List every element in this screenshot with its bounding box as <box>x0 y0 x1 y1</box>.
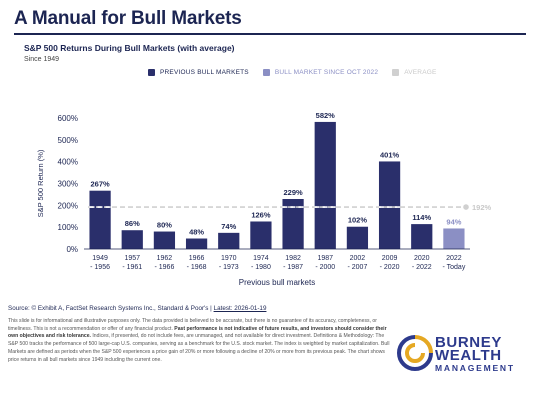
bar <box>346 226 369 249</box>
legend-average: AVERAGE <box>392 69 436 76</box>
y-axis-label: S&P 500 Return (%) <box>36 149 45 217</box>
disclaimer-part-1: This slide is for informational and illu… <box>8 318 377 332</box>
average-marker <box>463 204 469 210</box>
bar <box>250 221 272 249</box>
bar <box>89 190 111 249</box>
x-tick-label-start: 1974 <box>253 255 269 262</box>
bar-value-label: 126% <box>251 210 271 219</box>
bar-value-label: 582% <box>316 111 336 120</box>
x-tick-label-end: - 2007 <box>347 264 367 271</box>
legend-swatch-previous <box>148 69 155 76</box>
source-date-link[interactable]: Latest: 2026-01-19 <box>213 305 267 312</box>
x-tick-label-start: 1957 <box>124 255 140 262</box>
source-line: Source: © Exhibit A, FactSet Research Sy… <box>8 305 392 312</box>
x-tick-label-end: - 1961 <box>122 264 142 271</box>
x-tick-label-end: - 2020 <box>380 264 400 271</box>
x-tick-label-end: - 2000 <box>315 264 335 271</box>
x-tick-label-end: - 2022 <box>412 264 432 271</box>
chart-legend: PREVIOUS BULL MARKETS BULL MARKET SINCE … <box>148 69 451 76</box>
y-tick-label: 600% <box>58 114 78 123</box>
bar <box>411 224 433 249</box>
disclaimer-bold: Past performance is not indicative of fu… <box>8 325 387 340</box>
y-tick-label: 400% <box>58 158 78 167</box>
bar-value-label: 94% <box>446 217 461 226</box>
bar <box>218 232 240 249</box>
x-tick-label-end: - Today <box>442 264 465 271</box>
x-tick-label-end: - 1966 <box>154 264 174 271</box>
bar <box>121 230 143 249</box>
x-tick-label-start: 1987 <box>317 255 333 262</box>
bar-chart: 0% 100% 200% 300% 400% 500% 600% S&P 500 Return… <box>36 111 492 287</box>
x-tick-label-start: 1962 <box>157 255 173 262</box>
x-tick-label-end: - 1956 <box>90 264 110 271</box>
x-tick-label-start: 1982 <box>285 255 301 262</box>
y-tick-label: 300% <box>58 180 78 189</box>
disclaimer: This slide is for informational and illu… <box>8 318 392 364</box>
legend-swatch-current <box>262 69 270 76</box>
x-tick-label-end: - 1973 <box>219 264 239 271</box>
bar-value-label: 80% <box>157 221 172 230</box>
since-label: Since 1949 <box>24 56 60 63</box>
logo-word-wealth: WEALTH <box>435 347 502 364</box>
logo-mark-icon <box>397 335 433 371</box>
x-tick-label-start: 2002 <box>350 255 366 262</box>
bar <box>282 199 304 249</box>
y-tick-label: 100% <box>58 223 78 232</box>
legend-label-average: AVERAGE <box>404 69 437 76</box>
bar-value-label: 114% <box>412 213 431 222</box>
x-tick-label-start: 1966 <box>189 255 205 262</box>
legend-label-previous: PREVIOUS BULL MARKETS <box>160 69 249 76</box>
logo-word-burney: BURNEY <box>435 334 502 351</box>
x-tick-label-start: 1970 <box>221 255 237 262</box>
y-tick-label: 0% <box>66 245 78 254</box>
company-logo: BURNEY WEALTH MANAGEMENT <box>396 334 536 378</box>
legend-current: BULL MARKET SINCE OCT 2022 <box>262 69 379 76</box>
x-tick-label-start: 1949 <box>92 255 108 262</box>
x-tick-label-start: 2020 <box>414 255 430 262</box>
bar-value-label: 74% <box>221 222 236 231</box>
x-tick-label-end: - 1968 <box>187 264 207 271</box>
bar-value-label: 102% <box>348 216 368 225</box>
x-axis-label: Previous bull markets <box>239 278 315 287</box>
y-tick-label: 500% <box>58 136 78 145</box>
bar <box>153 231 176 249</box>
legend-previous: PREVIOUS BULL MARKETS <box>148 69 249 76</box>
title-divider <box>14 33 526 35</box>
chart-subtitle: S&P 500 Returns During Bull Markets (wit… <box>24 43 235 53</box>
x-tick-label-end: - 1980 <box>251 264 271 271</box>
x-tick-label-end: - 1987 <box>283 264 303 271</box>
y-tick-label: 200% <box>58 201 78 210</box>
bar-value-label: 86% <box>125 219 140 228</box>
disclaimer-part-2: Indices, if presented, do not include fe… <box>8 333 390 363</box>
average-value-label: 192% <box>472 203 492 212</box>
bar <box>443 228 465 249</box>
bar-value-label: 267% <box>90 180 110 189</box>
bar <box>378 161 401 249</box>
x-tick-label-start: 2009 <box>382 255 398 262</box>
bar-value-label: 48% <box>189 228 204 237</box>
logo-word-management: MANAGEMENT <box>435 363 515 373</box>
bar-value-label: 401% <box>380 150 400 159</box>
footer: Source: © Exhibit A, FactSet Research Sy… <box>8 305 392 364</box>
legend-swatch-average <box>392 69 400 76</box>
x-tick-label-start: 2022 <box>446 255 462 262</box>
legend-label-current: BULL MARKET SINCE OCT 2022 <box>274 69 379 76</box>
bar-value-label: 229% <box>283 188 303 197</box>
page-title: A Manual for Bull Markets <box>14 8 242 29</box>
bar <box>314 121 336 249</box>
source-text: Source: © Exhibit A, FactSet Research Sy… <box>8 305 214 312</box>
bar <box>185 238 208 249</box>
